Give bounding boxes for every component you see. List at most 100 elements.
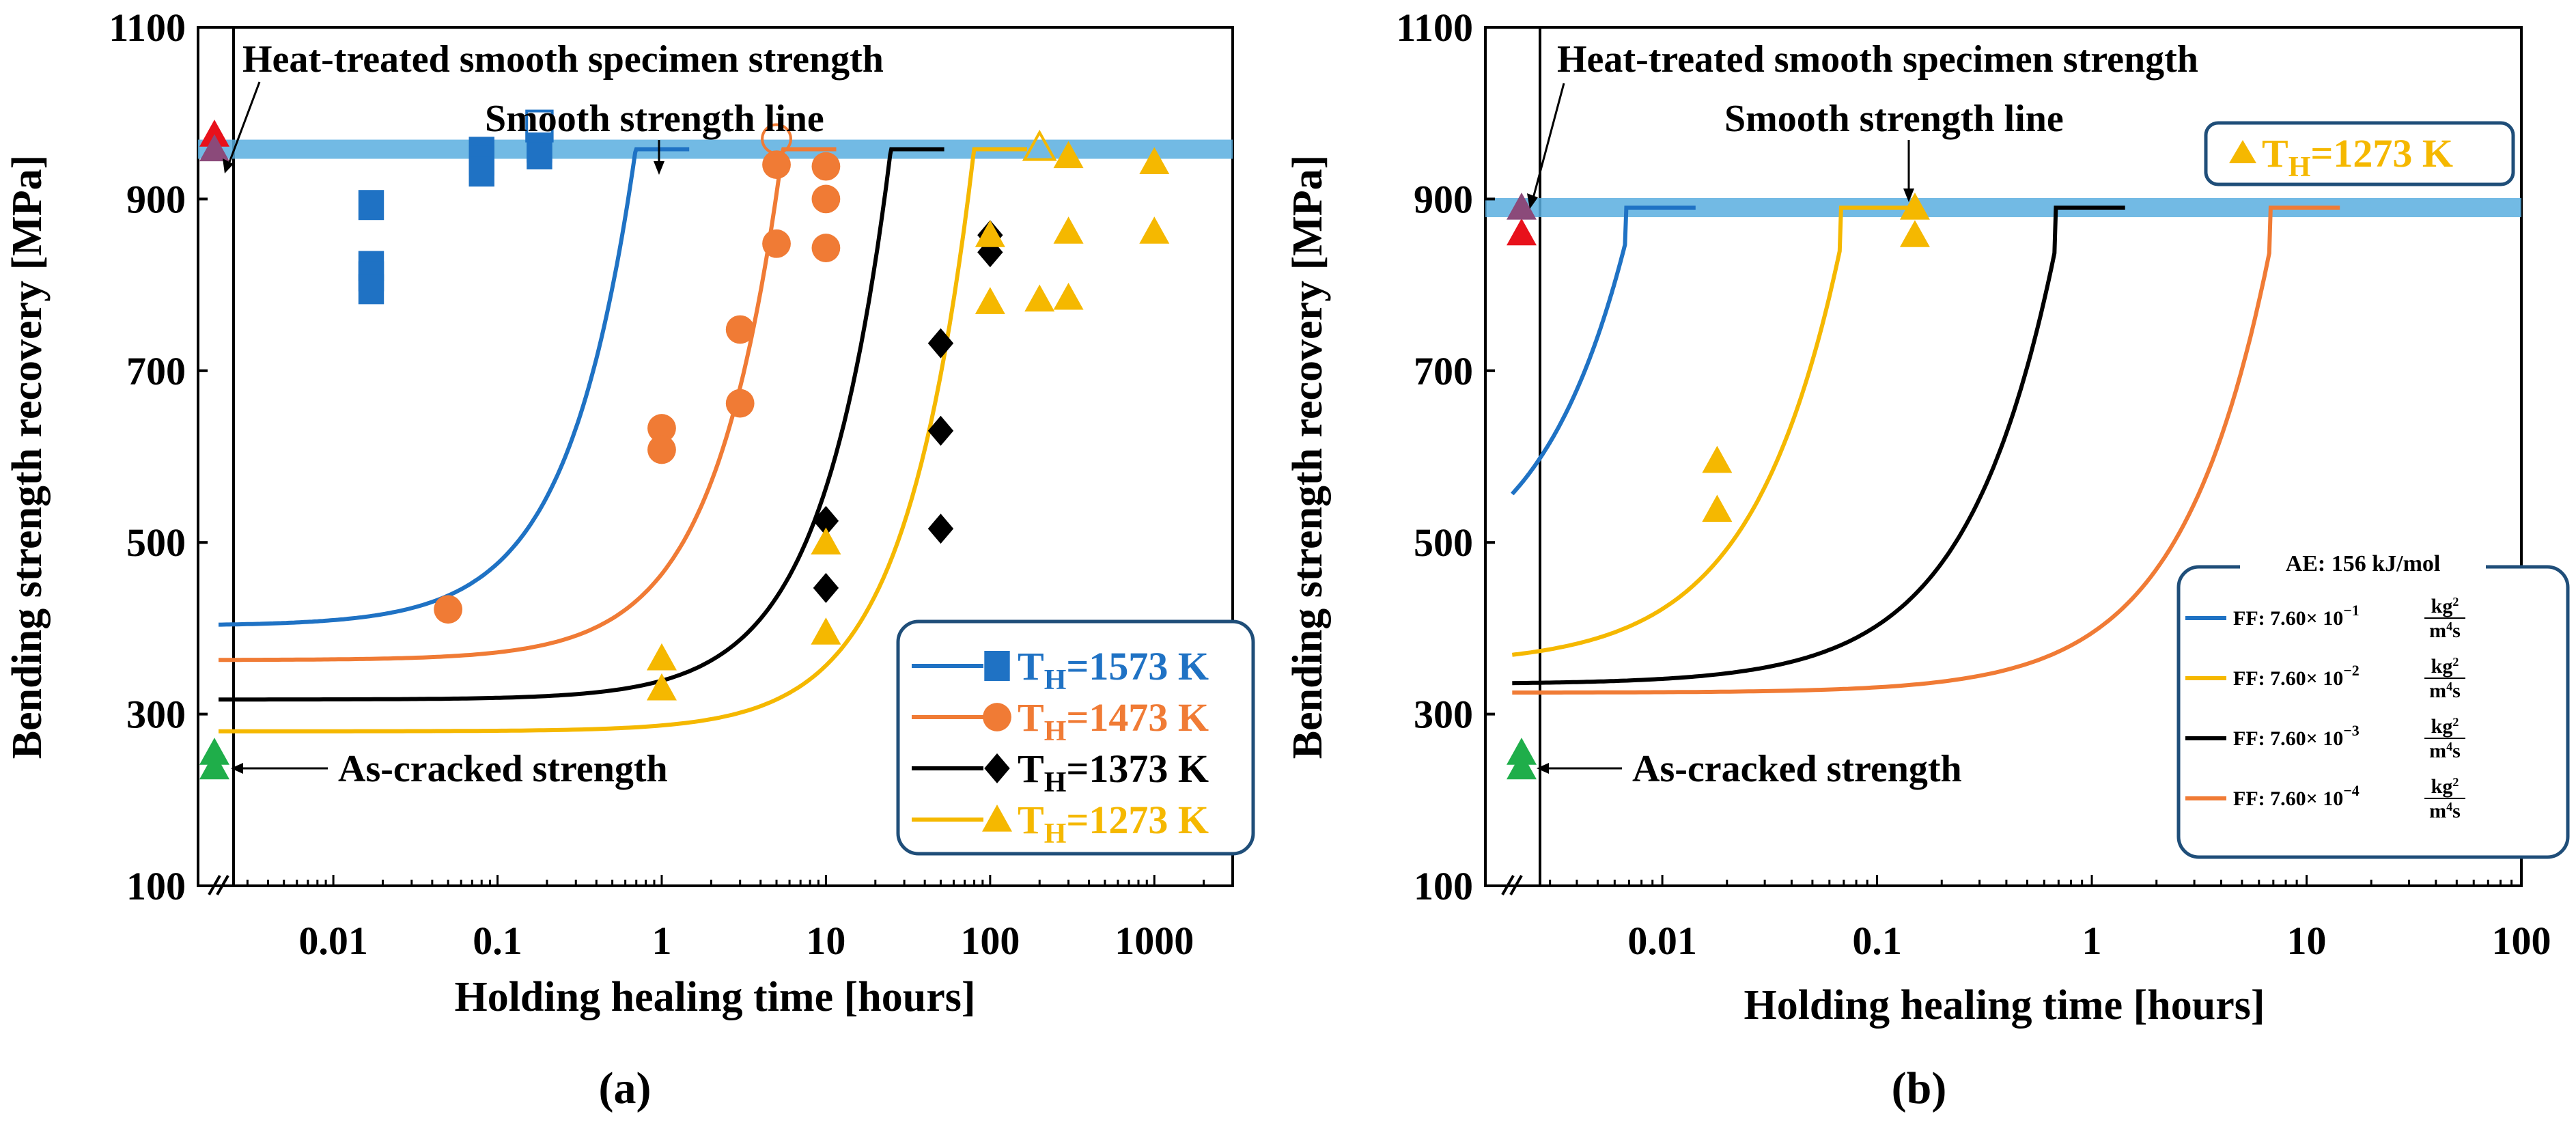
annotation-as-cracked-b: As-cracked strength [1632, 748, 1962, 790]
fit-legend-label: FF: 7.60× 10−1 [2233, 602, 2360, 630]
arrowhead-smooth-line-b [1903, 188, 1914, 202]
arrowhead-heat-treated-b [1527, 193, 1538, 209]
arrow-heat-treated-a [227, 81, 261, 165]
plot-area-b [1484, 26, 2523, 887]
y-tick-label: 700 [1414, 349, 1473, 393]
heat-treated-point [1507, 192, 1537, 220]
x-tick-label: 1000 [1115, 919, 1194, 963]
data-point [434, 595, 463, 624]
data-point [813, 572, 839, 603]
legend-data-marker-b [2229, 140, 2256, 163]
x-axis-label-a: Holding healing time [hours] [454, 974, 975, 1020]
data-point [358, 274, 384, 305]
legend-data-box-b [2204, 121, 2515, 186]
data-point [647, 435, 676, 464]
fit-curve [219, 147, 944, 702]
data-point [646, 643, 677, 671]
unit-numerator: kg2 [2431, 595, 2459, 617]
heat-treated-point [1507, 218, 1537, 246]
arrow-heat-treated-b [1532, 83, 1565, 199]
y-tick-label: 900 [1414, 177, 1473, 221]
data-point [813, 505, 839, 536]
x-tick-label: 10 [806, 919, 845, 963]
as-cracked-point [199, 738, 229, 765]
data-point [468, 156, 494, 187]
unit-denominator: m4s [2429, 680, 2461, 702]
as-cracked-point [1507, 752, 1537, 780]
fit-legend-label: FF: 7.60× 10−2 [2233, 662, 2360, 690]
x-axis-label-b: Holding healing time [hours] [1744, 982, 2265, 1029]
data-point [725, 315, 755, 344]
data-point [811, 527, 841, 555]
data-point [762, 150, 791, 180]
legend-a: TH=1573 KTH=1473 KTH=1373 KTH=1273 K [896, 619, 1255, 856]
annotation-smooth-line-a: Smooth strength line [485, 98, 824, 140]
x-tick-label: 100 [960, 919, 1020, 963]
y-tick-label: 900 [126, 177, 186, 221]
axis-break-mark-b [1501, 875, 1523, 895]
y-tick-label: 700 [126, 349, 186, 393]
data-point [527, 139, 552, 170]
y-axis-label-b: Bending strength recovery [MPa] [1285, 155, 1331, 759]
y-axis-label-a: Bending strength recovery [MPa] [4, 155, 51, 759]
arrowhead-heat-treated-a [223, 158, 234, 173]
legend-data-b: TH=1273 K [2204, 121, 2515, 186]
panel-label-a: (a) [599, 1063, 652, 1113]
x-tick-label: 1 [652, 919, 671, 963]
annotation-smooth-line-b: Smooth strength line [1724, 98, 2064, 140]
unit-numerator: kg2 [2431, 655, 2459, 678]
data-point [1899, 192, 1930, 220]
data-point [811, 184, 841, 214]
y-tick-label: 300 [1414, 693, 1473, 737]
fit-curve [219, 147, 837, 662]
fit-curve [1511, 206, 1911, 657]
as-cracked-point [199, 752, 229, 780]
data-point [811, 152, 841, 181]
data-point [975, 220, 1005, 247]
legend-marker [983, 703, 1011, 731]
x-tick-label: 0.1 [1852, 919, 1902, 963]
data-point [647, 414, 676, 443]
fit-curve [1512, 206, 2125, 686]
data-point-open [525, 109, 554, 143]
data-point [1702, 494, 1733, 522]
y-tick-label: 500 [126, 520, 186, 565]
data-point [927, 328, 954, 359]
unit-denominator: m4s [2429, 800, 2461, 822]
legend-label: TH=1273 K [1018, 798, 1209, 850]
x-tick-label: 10 [2287, 919, 2327, 963]
heat-treated-point [199, 120, 229, 147]
plot-area-a [197, 26, 1234, 887]
unit-numerator: kg2 [2431, 715, 2459, 738]
x-tick-label: 1 [2082, 919, 2102, 963]
legend-marker [982, 805, 1012, 832]
axis-break-mark-a [208, 875, 229, 895]
legend-label: TH=1473 K [1018, 695, 1209, 747]
fit-curve [1510, 206, 1696, 496]
legend-fits-title-b: AE: 156 kJ/mol [2286, 551, 2441, 576]
fit-curve [219, 147, 690, 627]
data-point [1053, 217, 1084, 244]
data-point-open [761, 123, 792, 155]
data-point [1702, 445, 1733, 473]
x-tick-label: 0.1 [473, 919, 522, 963]
x-tick-label: 100 [2492, 919, 2551, 963]
data-point [1024, 284, 1055, 312]
fit-curve [219, 147, 1027, 734]
as-cracked-point [1507, 738, 1537, 765]
x-tick-label: 0.01 [1627, 919, 1697, 963]
unit-denominator: m4s [2429, 619, 2461, 642]
data-point [927, 514, 954, 544]
legend-label: TH=1573 K [1018, 644, 1209, 696]
legend-data-label-b: TH=1273 K [2262, 131, 2453, 183]
annotation-heat-treated-b: Heat-treated smooth specimen strength [1557, 38, 2198, 81]
heat-treated-point [199, 134, 229, 162]
data-point [1139, 217, 1170, 244]
data-point [811, 234, 841, 262]
legend-label: TH=1373 K [1018, 746, 1209, 798]
panel-a: 100 300 500 700 900 1100 0.01 0.1 1 10 100 1000 He… [4, 5, 1255, 1113]
data-point-open [1022, 129, 1057, 161]
arrowhead-smooth-line-a [654, 161, 664, 175]
